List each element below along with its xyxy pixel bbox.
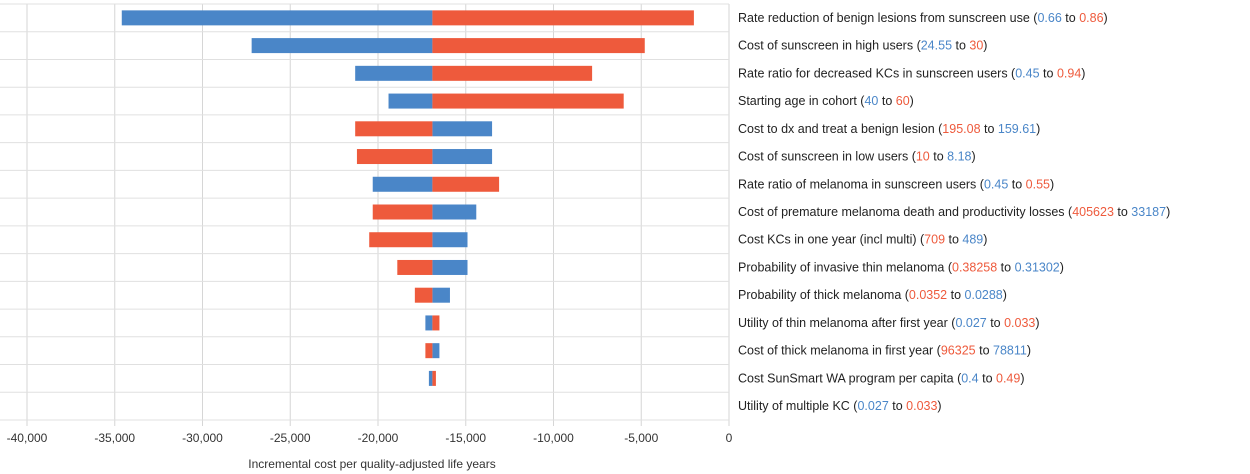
bar-low-1 xyxy=(121,10,433,26)
x-tick-label: -25,000 xyxy=(270,431,311,445)
row-label: Probability of invasive thin melanoma (0… xyxy=(738,260,1064,274)
bar-high-11 xyxy=(414,287,433,303)
bar-high-13 xyxy=(425,343,433,359)
row-label: Utility of multiple KC (0.027 to 0.033) xyxy=(738,399,942,413)
x-tick-label: -20,000 xyxy=(358,431,399,445)
bar-low-6 xyxy=(432,149,493,165)
bars-group xyxy=(121,10,694,386)
bar-low-11 xyxy=(432,287,450,303)
row-label: Rate ratio of melanoma in sunscreen user… xyxy=(738,177,1054,191)
bar-high-12 xyxy=(432,315,440,331)
x-tick-label: -5,000 xyxy=(624,431,658,445)
row-label: Cost of sunscreen in low users (10 to 8.… xyxy=(738,150,976,164)
x-tick-label: 0 xyxy=(726,431,733,445)
bar-low-14 xyxy=(428,370,433,386)
row-label: Rate ratio for decreased KCs in sunscree… xyxy=(738,66,1085,80)
row-label: Cost SunSmart WA program per capita (0.4… xyxy=(738,371,1025,385)
bar-low-9 xyxy=(432,232,468,248)
bar-low-13 xyxy=(432,343,440,359)
bar-low-5 xyxy=(432,121,493,137)
bar-high-14 xyxy=(432,370,436,386)
x-tick-label: -40,000 xyxy=(7,431,48,445)
x-tick-label: -35,000 xyxy=(94,431,135,445)
row-labels: Rate reduction of benign lesions from su… xyxy=(738,11,1170,413)
row-label: Rate reduction of benign lesions from su… xyxy=(738,11,1108,25)
bar-low-7 xyxy=(372,176,433,192)
bar-high-9 xyxy=(369,232,433,248)
row-label: Cost of premature melanoma death and pro… xyxy=(738,205,1170,219)
bar-high-7 xyxy=(432,176,500,192)
bar-high-2 xyxy=(432,38,645,54)
row-label: Cost of thick melanoma in first year (96… xyxy=(738,344,1031,358)
bar-high-3 xyxy=(432,65,593,81)
row-label: Probability of thick melanoma (0.0352 to… xyxy=(738,288,1007,302)
x-axis-ticks: -40,000 -35,000 -30,000 -25,000 -20,000 -15,0… xyxy=(7,431,733,445)
bar-high-10 xyxy=(397,259,433,275)
bar-high-5 xyxy=(355,121,433,137)
row-label: Cost of sunscreen in high users (24.55 t… xyxy=(738,39,987,53)
row-label: Starting age in cohort (40 to 60) xyxy=(738,94,914,108)
bar-low-10 xyxy=(432,259,468,275)
x-tick-label: -30,000 xyxy=(182,431,223,445)
bar-low-3 xyxy=(355,65,433,81)
x-axis-title: Incremental cost per quality-adjusted li… xyxy=(248,457,495,471)
row-label: Cost KCs in one year (incl multi) (709 t… xyxy=(738,233,987,247)
bar-low-2 xyxy=(251,38,433,54)
bar-high-1 xyxy=(432,10,694,26)
bar-high-8 xyxy=(372,204,433,220)
row-label: Utility of thin melanoma after first yea… xyxy=(738,316,1040,330)
bar-low-4 xyxy=(388,93,433,109)
x-tick-label: -10,000 xyxy=(533,431,574,445)
bar-low-12 xyxy=(425,315,433,331)
bar-high-4 xyxy=(432,93,624,109)
row-label: Cost to dx and treat a benign lesion (19… xyxy=(738,122,1040,136)
bar-high-6 xyxy=(356,149,433,165)
bar-low-8 xyxy=(432,204,477,220)
x-tick-label: -15,000 xyxy=(445,431,486,445)
